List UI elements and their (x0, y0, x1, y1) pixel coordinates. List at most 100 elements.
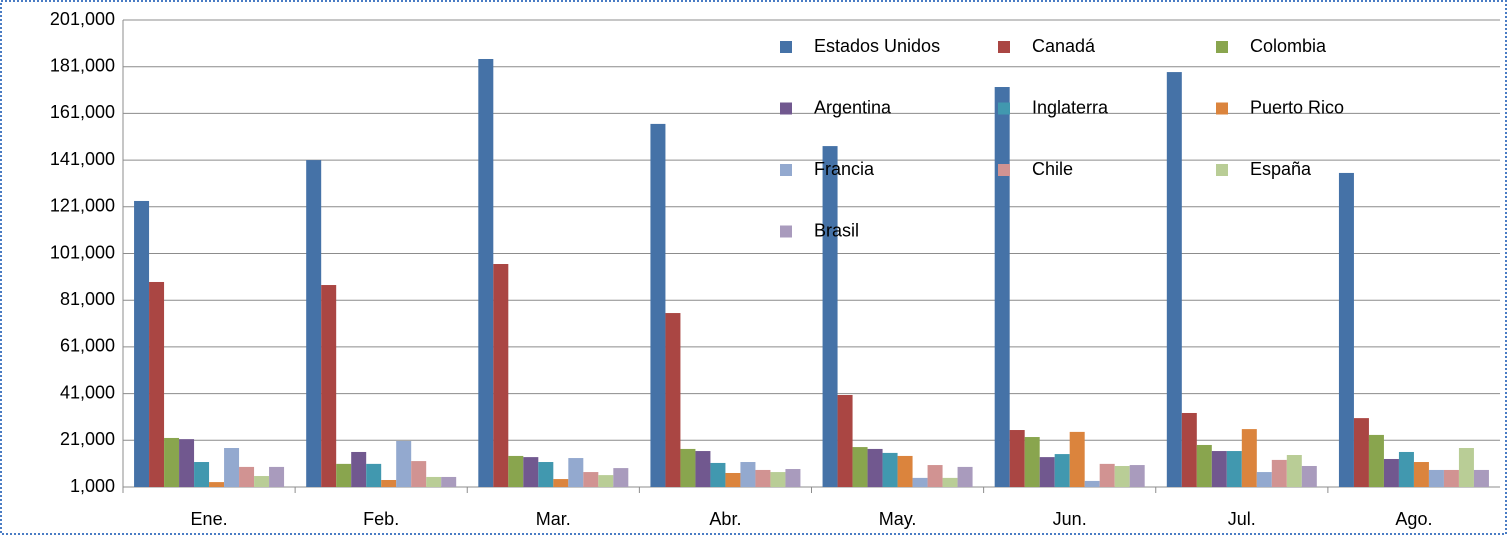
bar (1383, 458, 1399, 487)
bar (1473, 469, 1489, 487)
bar (1181, 412, 1197, 487)
bar (942, 477, 958, 487)
bar (1428, 469, 1444, 487)
bar (912, 477, 928, 487)
legend-label: Brasil (814, 220, 859, 240)
bar (1084, 480, 1100, 487)
bar (785, 469, 801, 487)
bar (1368, 434, 1384, 487)
y-tick-label: 161,000 (50, 102, 115, 122)
x-tick-label: Abr. (709, 509, 741, 529)
bar (770, 472, 786, 487)
bar (224, 448, 240, 487)
bar (149, 281, 165, 487)
legend-swatch (780, 41, 792, 53)
bar (366, 463, 382, 487)
bar (867, 448, 883, 487)
bar (1166, 72, 1182, 488)
bar (538, 462, 554, 487)
bar (613, 468, 629, 487)
legend-swatch (998, 102, 1010, 115)
bar (882, 452, 898, 487)
legend-swatch (780, 164, 792, 176)
x-tick-label: Mar. (536, 509, 571, 529)
legend-swatch (998, 164, 1010, 176)
bar (321, 285, 337, 487)
bar (1211, 451, 1227, 487)
bar (1338, 172, 1354, 487)
legend-label: Colombia (1250, 36, 1327, 56)
bar (508, 455, 524, 487)
bar (478, 58, 494, 487)
x-tick-label: Ene. (191, 509, 228, 529)
bar (1226, 451, 1242, 487)
bar (1443, 469, 1459, 487)
legend-label: Chile (1032, 159, 1073, 179)
legend-swatch (780, 102, 792, 115)
legend-label: Estados Unidos (814, 36, 940, 56)
bar (583, 472, 599, 487)
bar (1286, 455, 1302, 487)
y-tick-label: 41,000 (60, 382, 115, 402)
bar (523, 457, 539, 487)
legend-swatch (998, 41, 1010, 53)
bar (1256, 472, 1272, 487)
bar (897, 455, 913, 487)
legend-label: Canadá (1032, 36, 1096, 56)
legend-swatch (1216, 102, 1228, 115)
bar (179, 439, 195, 487)
bar (336, 463, 352, 487)
bar (269, 466, 285, 487)
x-tick-label: Jun. (1053, 509, 1087, 529)
bar (710, 462, 726, 487)
bar (598, 475, 614, 487)
bar (194, 462, 210, 487)
bar (852, 447, 868, 487)
legend-label: España (1250, 159, 1312, 179)
bar (306, 160, 322, 487)
bar (695, 451, 711, 487)
bar (1009, 430, 1025, 487)
bar (1301, 465, 1317, 487)
bar (209, 482, 225, 487)
x-tick-label: May. (879, 509, 917, 529)
bar (1024, 437, 1040, 487)
bar (994, 87, 1010, 488)
bar (1271, 459, 1287, 487)
bar (254, 476, 270, 487)
y-tick-label: 101,000 (50, 242, 115, 262)
bar (568, 458, 584, 487)
bar (1039, 457, 1055, 487)
x-tick-label: Ago. (1395, 509, 1432, 529)
bar (725, 472, 741, 487)
bar (837, 395, 853, 487)
bar (134, 200, 150, 487)
bar (1398, 451, 1414, 487)
bar (927, 465, 943, 487)
legend-swatch (1216, 164, 1228, 176)
bar (351, 451, 367, 487)
legend-label: Argentina (814, 97, 892, 117)
y-tick-label: 1,000 (70, 476, 115, 496)
bar (1413, 462, 1429, 487)
bar (1069, 431, 1085, 487)
bar (1114, 465, 1130, 487)
bar (755, 469, 771, 487)
legend-swatch (780, 225, 792, 238)
y-tick-label: 61,000 (60, 336, 115, 356)
legend-label: Francia (814, 159, 875, 179)
y-tick-label: 141,000 (50, 149, 115, 169)
bar (381, 479, 397, 487)
legend-label: Puerto Rico (1250, 97, 1344, 117)
bar (650, 123, 666, 487)
bar (1099, 463, 1115, 487)
y-tick-label: 201,000 (50, 9, 115, 29)
bar (553, 479, 569, 487)
bar (1353, 418, 1369, 487)
y-tick-label: 181,000 (50, 55, 115, 75)
bar (239, 466, 255, 487)
bar (164, 437, 180, 487)
